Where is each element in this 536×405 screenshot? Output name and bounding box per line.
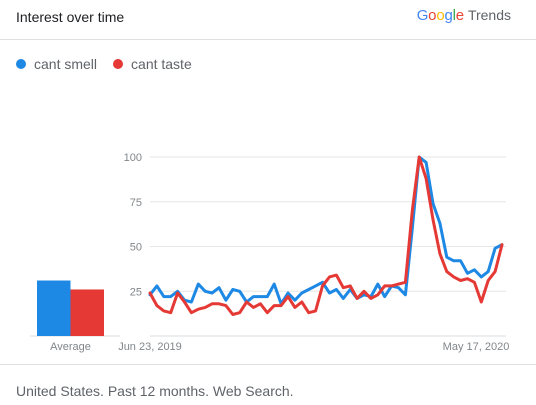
google-letter: o xyxy=(436,7,445,24)
average-bar xyxy=(70,289,104,336)
legend-item-0: cant smell xyxy=(16,56,97,72)
footer-divider xyxy=(0,364,536,365)
y-tick-label: 25 xyxy=(130,286,142,298)
legend-label: cant taste xyxy=(131,56,192,72)
google-letter: l xyxy=(452,7,456,24)
x-tick-label: Jun 23, 2019 xyxy=(118,341,182,353)
legend-dot-icon xyxy=(113,59,124,69)
google-letter: g xyxy=(444,7,453,24)
google-trends-logo: Google Trends xyxy=(417,7,511,24)
legend-item-1: cant taste xyxy=(113,56,192,72)
x-tick-label: May 17, 2020 xyxy=(443,341,510,353)
average-bar xyxy=(37,280,71,336)
series-line xyxy=(148,155,504,306)
trends-wordmark: Trends xyxy=(467,7,511,23)
header-divider xyxy=(0,39,536,40)
google-letter: o xyxy=(428,7,437,24)
card-title: Interest over time xyxy=(16,9,125,25)
y-tick-label: 50 xyxy=(130,242,142,254)
y-tick-label: 75 xyxy=(130,197,142,209)
google-letter: G xyxy=(416,7,429,24)
average-label: Average xyxy=(50,341,91,353)
y-tick-label: 100 xyxy=(124,152,142,164)
legend-dot-icon xyxy=(16,59,26,69)
google-letter: e xyxy=(455,7,464,24)
chart-legend: cant smell cant taste xyxy=(16,56,208,72)
footer-caption: United States. Past 12 months. Web Searc… xyxy=(16,383,294,399)
google-wordmark: Google xyxy=(417,7,464,24)
series-line xyxy=(148,155,504,316)
legend-label: cant smell xyxy=(34,56,98,72)
interest-over-time-chart: 25 50 75 100 Average Jun 23, 2019 May 17, 2020 xyxy=(30,152,510,353)
